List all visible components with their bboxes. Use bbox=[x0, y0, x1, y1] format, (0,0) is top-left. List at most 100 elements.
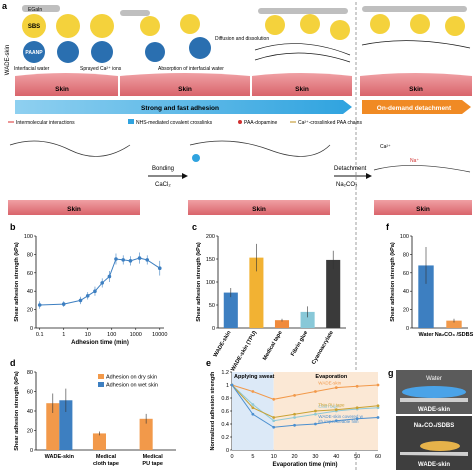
y-tick-label: 0 bbox=[226, 448, 229, 454]
bar bbox=[418, 265, 434, 328]
data-point bbox=[376, 404, 380, 408]
na-ion-label: Na⁺ bbox=[410, 158, 419, 164]
data-point bbox=[114, 257, 118, 261]
data-point bbox=[334, 386, 338, 389]
series-label: WADE-skin covered w bbox=[318, 414, 363, 419]
molecule-skin-2 bbox=[188, 200, 330, 215]
x-tick-label: 1 bbox=[62, 332, 65, 338]
ca-ion-label: Ca²⁺ bbox=[380, 144, 391, 150]
panel-letter: c bbox=[192, 222, 197, 232]
data-point bbox=[137, 256, 142, 260]
skin-block-1 bbox=[15, 73, 118, 96]
legend-label: Adhesion on dry skin bbox=[106, 375, 157, 381]
y-tick-label: 20 bbox=[403, 308, 409, 314]
bar bbox=[249, 257, 264, 328]
bar bbox=[446, 320, 462, 328]
category-label: WADE-skin bbox=[45, 454, 75, 460]
data-point bbox=[355, 406, 359, 410]
series-line bbox=[39, 257, 161, 306]
y-axis-label: Shear adhesion strength (kPa) bbox=[390, 242, 396, 322]
legend-swatch bbox=[98, 382, 104, 387]
data-point bbox=[251, 406, 255, 410]
water-label: Water bbox=[426, 376, 442, 382]
y-tick-label: 0 bbox=[30, 448, 33, 454]
egain-layer-3 bbox=[258, 8, 348, 14]
sbs-sphere-2 bbox=[56, 14, 80, 38]
series-line bbox=[231, 384, 379, 422]
paanp-sphere-3 bbox=[91, 41, 113, 63]
applying-zone bbox=[232, 372, 274, 450]
x-tick-label: 1000 bbox=[130, 332, 142, 338]
x-tick-label: 10 bbox=[85, 332, 91, 338]
x-tick-label: 10 bbox=[271, 454, 277, 460]
solution-droplet bbox=[420, 441, 460, 451]
series-line bbox=[231, 384, 379, 428]
category-label: Na₂CO₃ /SDBS bbox=[435, 332, 474, 338]
paanp-label: PAANP bbox=[25, 50, 43, 56]
sprayed-ca-label: Sprayed Ca²⁺ ions bbox=[80, 66, 122, 72]
panel-a-letter: a bbox=[2, 1, 8, 11]
bar bbox=[223, 292, 238, 328]
skin-label-1: Skin bbox=[55, 86, 69, 93]
molecule-skin-1 bbox=[8, 200, 140, 215]
stage-1: EGaIn SBS PAANP Interfacial water Spraye… bbox=[14, 5, 122, 96]
data-point bbox=[78, 298, 83, 303]
data-point bbox=[37, 303, 42, 307]
cacl2-label: CaCl₂ bbox=[155, 182, 171, 188]
sbs-sphere-4 bbox=[140, 16, 160, 36]
na2co3-label: Na₂CO₃ bbox=[336, 182, 358, 188]
data-point bbox=[272, 416, 276, 419]
panel-g: g Water WADE-skin Na₂CO₃/SDBS WADE-skin bbox=[388, 368, 472, 470]
y-tick-label: 0.2 bbox=[221, 435, 229, 441]
legend-swatch bbox=[98, 374, 104, 379]
x-tick-label: 60 bbox=[375, 454, 381, 460]
molecule-skin-label-3: Skin bbox=[416, 206, 430, 213]
water-droplet bbox=[402, 386, 466, 398]
wade-skin-sample-1 bbox=[400, 398, 468, 402]
data-point bbox=[355, 417, 359, 421]
y-tick-label: 60 bbox=[27, 390, 33, 396]
panel-g-letter: g bbox=[388, 368, 394, 378]
sbs-sphere-5 bbox=[180, 14, 200, 34]
category-label: cloth tape bbox=[93, 461, 119, 467]
wade-skin-sample-2 bbox=[400, 452, 468, 456]
legend-nhs: NHS-mediated covalent crosslinks bbox=[136, 120, 213, 126]
data-point bbox=[251, 390, 255, 393]
x-tick-label: 0 bbox=[230, 454, 233, 460]
y-tick-label: 1 bbox=[226, 383, 229, 389]
molecule-chain-3 bbox=[373, 165, 471, 173]
data-point bbox=[61, 302, 66, 306]
bar bbox=[300, 311, 315, 328]
molecule-skin-label-1: Skin bbox=[67, 206, 81, 213]
data-point bbox=[93, 289, 97, 294]
strong-adhesion-label: Strong and fast adhesion bbox=[141, 105, 219, 112]
series-line bbox=[231, 384, 379, 400]
x-tick-label: 30 bbox=[312, 454, 318, 460]
x-axis-label: Adhesion time (min) bbox=[71, 340, 129, 346]
y-tick-label: 0 bbox=[406, 326, 409, 332]
detachment-step-arrow-head bbox=[366, 173, 372, 179]
bar bbox=[274, 320, 290, 328]
data-point bbox=[293, 423, 296, 427]
wade-skin-side-label: WADE-skin bbox=[5, 45, 11, 75]
data-point bbox=[314, 412, 317, 416]
y-tick-label: 40 bbox=[27, 409, 33, 415]
y-tick-label: 100 bbox=[24, 234, 33, 240]
solution-label: Na₂CO₃/SDBS bbox=[414, 423, 454, 429]
category-label: WADE-skin (TPU) bbox=[230, 330, 258, 373]
category-label: Water bbox=[418, 332, 434, 338]
sbs-label: SBS bbox=[28, 24, 40, 30]
detachment-step-label: Detachment bbox=[334, 166, 367, 172]
y-tick-label: 100 bbox=[206, 280, 215, 286]
evaporation-zone bbox=[273, 372, 378, 450]
molecule-skin-3 bbox=[374, 200, 472, 215]
data-point bbox=[314, 390, 317, 393]
polymer-chains-2 bbox=[254, 52, 351, 63]
data-point bbox=[251, 412, 255, 416]
y-tick-label: 0 bbox=[212, 326, 215, 332]
y-tick-label: 40 bbox=[27, 289, 33, 295]
panel-letter: f bbox=[386, 222, 390, 232]
data-point bbox=[128, 259, 133, 263]
legend-nhs-swatch bbox=[128, 119, 134, 124]
series-label: WADE-skin bbox=[318, 381, 341, 386]
